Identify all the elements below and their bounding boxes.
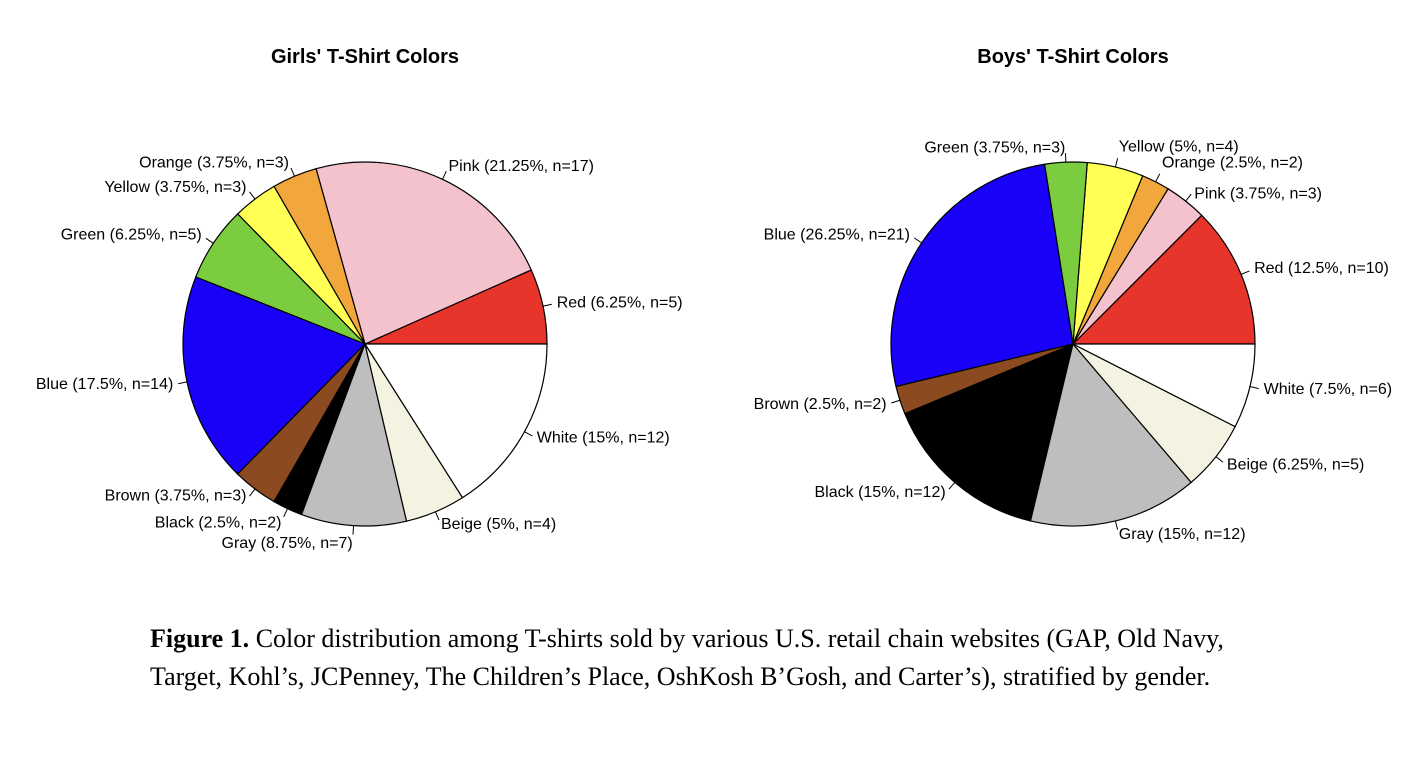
boys-label-tick-red: [1240, 270, 1250, 275]
boys-slice-red: [1071, 214, 1256, 345]
boys-slice-blue: [890, 163, 1074, 388]
boys-slice-label-pink: Pink (3.75%, n=3): [1194, 185, 1322, 202]
girls-slice-white: [363, 343, 548, 499]
girls-chart-title: Girls' T-Shirt Colors: [271, 46, 459, 68]
boys-label-tick-yellow: [1115, 158, 1119, 168]
girls-slice-label-green: Green (6.25%, n=5): [61, 227, 202, 244]
boys-label-tick-orange: [1155, 173, 1161, 183]
girls-slice-label-yellow: Yellow (3.75%, n=3): [104, 179, 246, 196]
boys-slice-white: [1072, 343, 1256, 428]
girls-slice-label-blue: Blue (17.5%, n=14): [36, 376, 173, 393]
girls-pie-chart: Red (6.25%, n=5) Pink (21.25%, n=17) Orang…: [36, 155, 683, 552]
boys-slice-label-green: Green (3.75%, n=3): [924, 139, 1065, 156]
girls-slice-label-pink: Pink (21.25%, n=17): [449, 158, 594, 175]
girls-slice-label-black: Black (2.5%, n=2): [155, 515, 282, 532]
girls-label-tick-pink: [442, 170, 447, 180]
boys-slice-label-gray: Gray (15%, n=12): [1119, 526, 1246, 543]
caption-lead: Figure 1.: [150, 624, 250, 653]
boys-slice-label-yellow: Yellow (5%, n=4): [1119, 139, 1239, 156]
boys-chart-title: Boys' T-Shirt Colors: [977, 46, 1168, 68]
girls-slice-label-red: Red (6.25%, n=5): [557, 294, 683, 311]
girls-label-tick-gray: [352, 525, 355, 535]
boys-slice-gray: [1029, 342, 1193, 527]
boys-slice-label-beige: Beige (6.25%, n=5): [1227, 457, 1364, 474]
boys-label-tick-gray: [1115, 520, 1119, 530]
boys-slice-label-brown: Brown (2.5%, n=2): [754, 396, 887, 413]
girls-label-tick-white: [524, 431, 533, 437]
girls-slice-label-white: White (15%, n=12): [537, 430, 670, 447]
girls-slice-label-beige: Beige (5%, n=4): [441, 516, 556, 533]
boys-slice-label-black: Black (15%, n=12): [815, 484, 946, 501]
girls-label-tick-red: [542, 303, 552, 307]
figure-caption: Figure 1. Color distribution among T-shi…: [150, 620, 1290, 696]
girls-label-tick-black: [283, 508, 288, 518]
figure: Girls' T-Shirt Colors Red (6.25%, n=5) Pi…: [36, 46, 1392, 552]
boys-label-tick-pink: [1185, 193, 1192, 202]
boys-label-tick-blue: [913, 237, 922, 244]
caption-text: Color distribution among T-shirts sold b…: [150, 624, 1224, 691]
boys-label-tick-brown: [891, 399, 901, 404]
girls-label-tick-green: [205, 237, 214, 244]
boys-slice-label-red: Red (12.5%, n=10): [1254, 260, 1389, 277]
girls-label-tick-blue: [178, 381, 188, 385]
boys-label-tick-black: [948, 482, 956, 490]
girls-slice-label-orange: Orange (3.75%, n=3): [139, 155, 289, 172]
boys-slice-label-blue: Blue (26.25%, n=21): [764, 226, 910, 243]
girls-slice-blue: [182, 276, 367, 475]
girls-slice-label-gray: Gray (8.75%, n=7): [222, 535, 353, 552]
boys-label-tick-beige: [1215, 456, 1224, 463]
boys-slice-label-orange: Orange (2.5%, n=2): [1162, 155, 1303, 172]
girls-label-tick-brown: [249, 488, 256, 497]
girls-slice-label-brown: Brown (3.75%, n=3): [105, 487, 247, 504]
boys-pie-chart: Red (12.5%, n=10) Pink (3.75%, n=3) Orange…: [754, 139, 1392, 543]
girls-label-tick-beige: [435, 511, 440, 521]
boys-slice-label-white: White (7.5%, n=6): [1264, 381, 1393, 398]
boys-label-tick-white: [1249, 386, 1259, 390]
girls-label-tick-yellow: [249, 191, 256, 200]
girls-label-tick-orange: [290, 167, 295, 177]
